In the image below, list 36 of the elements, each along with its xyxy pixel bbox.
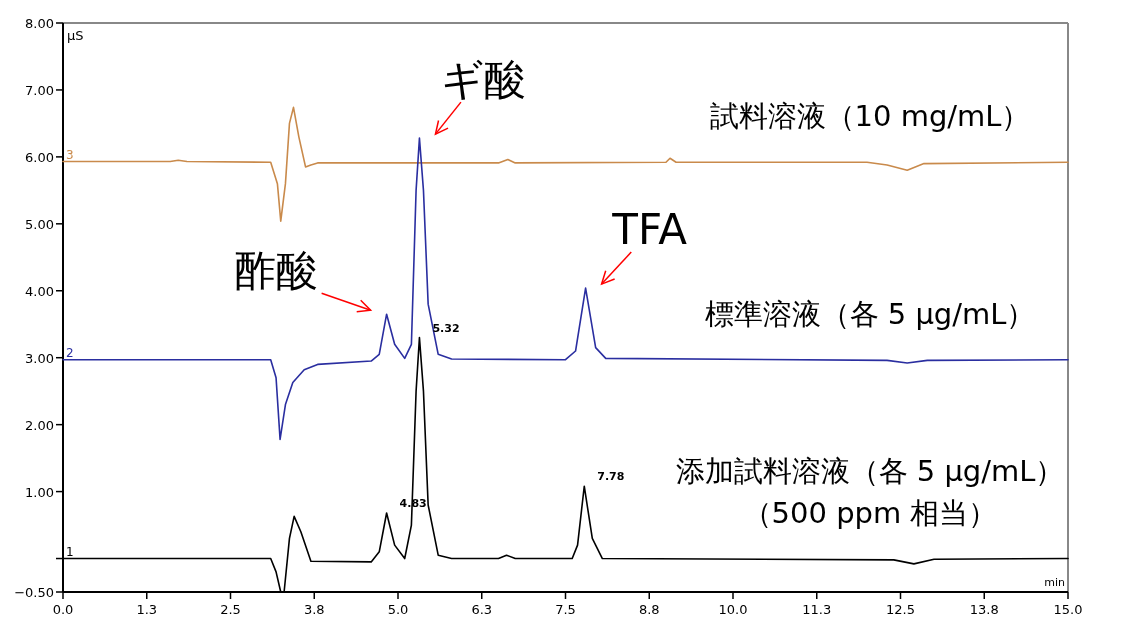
y-tick-label: 3.00 — [25, 350, 54, 366]
series-label: 添加試料溶液（各 5 μg/mL）（500 ppm 相当） — [675, 453, 1065, 530]
x-tick-label: 0.0 — [52, 602, 74, 617]
y-tick-label: 8.00 — [25, 16, 54, 31]
y-tick-label: 5.00 — [25, 216, 54, 232]
annotation: 5.32 — [432, 321, 460, 335]
x-tick-label: 3.8 — [303, 602, 325, 617]
annotation: 1 — [66, 544, 74, 559]
y-tick-label: 2.00 — [25, 417, 54, 433]
annotation: 3 — [66, 147, 74, 162]
annotation: ギ酸 — [440, 55, 526, 105]
y-axis-title: μS — [67, 28, 84, 43]
x-tick-label: 5.0 — [387, 602, 409, 617]
y-tick-label: 4.00 — [25, 283, 54, 299]
y-tick-label: −0.50 — [14, 585, 54, 600]
annotation: TFA — [611, 205, 688, 255]
x-tick-label: 12.5 — [886, 602, 915, 617]
x-tick-label: 10.0 — [718, 602, 748, 617]
series-label: 試料溶液（10 mg/mL） — [709, 99, 1031, 134]
x-tick-label: 2.5 — [220, 602, 241, 617]
annotation: 2 — [66, 345, 74, 360]
y-tick-label: 1.00 — [25, 484, 54, 500]
x-tick-label: 1.3 — [136, 602, 158, 617]
annotation: 酢酸 — [233, 246, 318, 296]
annotation: 7.78 — [597, 470, 625, 484]
x-axis-title: min — [1044, 576, 1066, 589]
series-label: 標準溶液（各 5 μg/mL） — [704, 296, 1036, 331]
x-tick-label: 13.8 — [969, 602, 999, 617]
x-tick-label: 7.5 — [555, 602, 576, 617]
y-tick-label: 6.00 — [25, 149, 54, 165]
y-tick-label: 7.00 — [25, 82, 54, 98]
x-tick-label: 11.3 — [802, 602, 832, 617]
x-tick-label: 8.8 — [638, 602, 660, 617]
line-series — [62, 137, 1069, 441]
x-tick-label: 15.0 — [1053, 602, 1083, 617]
x-tick-label: 6.3 — [471, 602, 493, 617]
